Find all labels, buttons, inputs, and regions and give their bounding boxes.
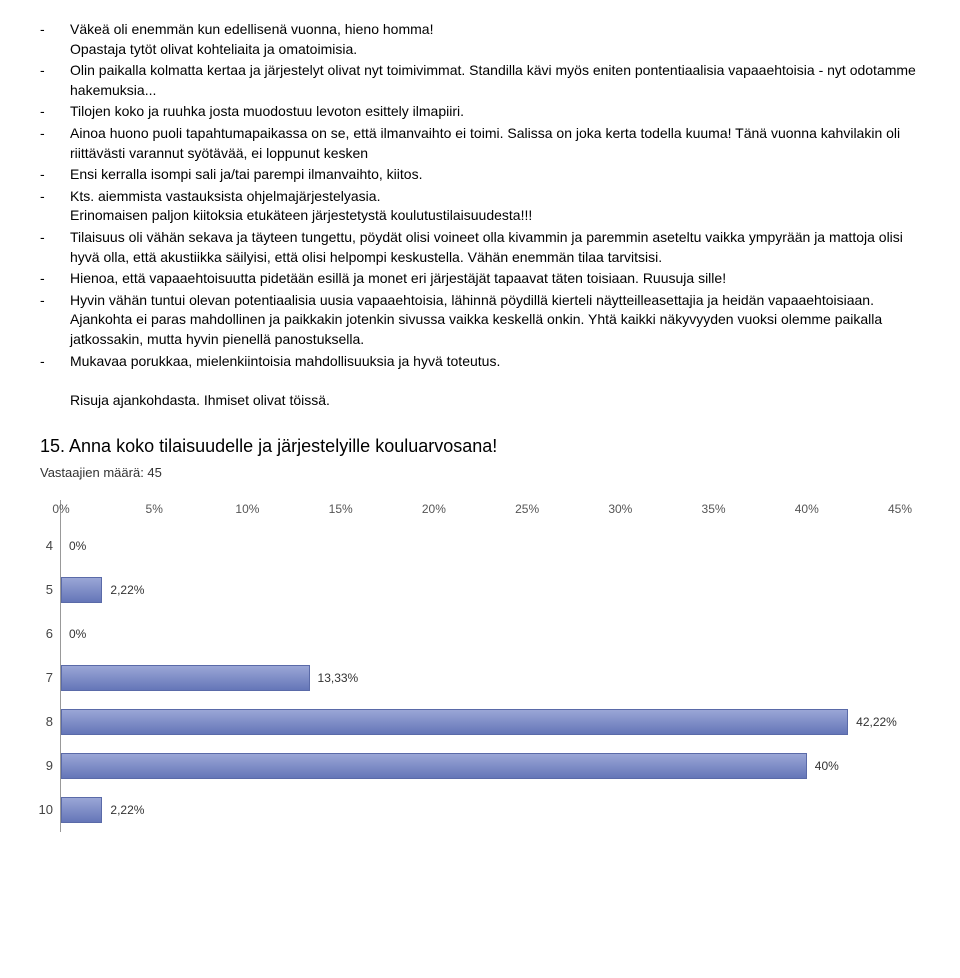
feedback-item: -Kts. aiemmista vastauksista ohjelmajärj… xyxy=(40,187,920,226)
bar-value-label: 2,22% xyxy=(110,583,144,597)
bar-value-label: 42,22% xyxy=(856,715,897,729)
feedback-item: -Tilaisuus oli vähän sekava ja täyteen t… xyxy=(40,228,920,267)
bullet-dash: - xyxy=(40,102,70,122)
feedback-item: -Olin paikalla kolmatta kertaa ja järjes… xyxy=(40,61,920,100)
grade-chart: 0%5%10%15%20%25%30%35%40%45% 40%52,22%60… xyxy=(60,500,900,832)
bar-row: 940% xyxy=(61,744,900,788)
feedback-list: -Väkeä oli enemmän kun edellisenä vuonna… xyxy=(40,20,920,371)
chart-body: 40%52,22%60%713,33%842,22%940%102,22% xyxy=(60,524,900,832)
bullet-dash: - xyxy=(40,124,70,163)
feedback-item: -Mukavaa porukkaa, mielenkiintoisia mahd… xyxy=(40,352,920,372)
bar-value-label: 40% xyxy=(815,759,839,773)
x-tick: 0% xyxy=(52,502,69,516)
feedback-text: Tilojen koko ja ruuhka josta muodostuu l… xyxy=(70,102,920,122)
x-tick: 25% xyxy=(515,502,539,516)
feedback-text: Olin paikalla kolmatta kertaa ja järjest… xyxy=(70,61,920,100)
bullet-dash: - xyxy=(40,187,70,226)
bar-row: 52,22% xyxy=(61,568,900,612)
feedback-text: Ensi kerralla isompi sali ja/tai parempi… xyxy=(70,165,920,185)
bar-row: 40% xyxy=(61,524,900,568)
bar-row: 60% xyxy=(61,612,900,656)
feedback-trailing: Risuja ajankohdasta. Ihmiset olivat töis… xyxy=(70,391,920,411)
x-tick: 40% xyxy=(795,502,819,516)
bullet-dash: - xyxy=(40,165,70,185)
x-tick: 35% xyxy=(702,502,726,516)
x-tick: 10% xyxy=(235,502,259,516)
bar-track: 2,22% xyxy=(61,568,900,612)
bar-track: 0% xyxy=(61,612,900,656)
bar-track: 13,33% xyxy=(61,656,900,700)
respondents-count: Vastaajien määrä: 45 xyxy=(40,465,920,480)
x-tick: 5% xyxy=(146,502,163,516)
bar-track: 2,22% xyxy=(61,788,900,832)
bullet-dash: - xyxy=(40,291,70,350)
bar xyxy=(61,665,310,691)
bar xyxy=(61,797,102,823)
feedback-item: -Hienoa, että vapaaehtoisuutta pidetään … xyxy=(40,269,920,289)
bar xyxy=(61,709,848,735)
x-tick: 20% xyxy=(422,502,446,516)
bar-row: 713,33% xyxy=(61,656,900,700)
bullet-dash: - xyxy=(40,352,70,372)
feedback-text: Tilaisuus oli vähän sekava ja täyteen tu… xyxy=(70,228,920,267)
feedback-text: Hyvin vähän tuntui olevan potentiaalisia… xyxy=(70,291,920,350)
feedback-item: -Ainoa huono puoli tapahtumapaikassa on … xyxy=(40,124,920,163)
feedback-item: -Tilojen koko ja ruuhka josta muodostuu … xyxy=(40,102,920,122)
bar-value-label: 0% xyxy=(69,539,86,553)
bullet-dash: - xyxy=(40,61,70,100)
feedback-text: Väkeä oli enemmän kun edellisenä vuonna,… xyxy=(70,20,920,59)
feedback-text: Mukavaa porukkaa, mielenkiintoisia mahdo… xyxy=(70,352,920,372)
feedback-item: -Ensi kerralla isompi sali ja/tai paremp… xyxy=(40,165,920,185)
feedback-item: -Väkeä oli enemmän kun edellisenä vuonna… xyxy=(40,20,920,59)
x-tick: 15% xyxy=(329,502,353,516)
bar-value-label: 0% xyxy=(69,627,86,641)
bar-value-label: 13,33% xyxy=(318,671,359,685)
bar-category-label: 5 xyxy=(23,582,61,597)
feedback-text: Kts. aiemmista vastauksista ohjelmajärje… xyxy=(70,187,920,226)
bar-category-label: 9 xyxy=(23,758,61,773)
bar xyxy=(61,577,102,603)
question-title: 15. Anna koko tilaisuudelle ja järjestel… xyxy=(40,436,920,457)
feedback-item: -Hyvin vähän tuntui olevan potentiaalisi… xyxy=(40,291,920,350)
bar-category-label: 8 xyxy=(23,714,61,729)
bar-track: 0% xyxy=(61,524,900,568)
bar-row: 102,22% xyxy=(61,788,900,832)
bullet-dash: - xyxy=(40,228,70,267)
bar-category-label: 7 xyxy=(23,670,61,685)
bar-category-label: 4 xyxy=(23,538,61,553)
bar-category-label: 10 xyxy=(23,802,61,817)
chart-x-axis: 0%5%10%15%20%25%30%35%40%45% xyxy=(60,500,900,524)
bar-track: 40% xyxy=(61,744,900,788)
x-tick: 45% xyxy=(888,502,912,516)
bullet-dash: - xyxy=(40,20,70,59)
bullet-dash: - xyxy=(40,269,70,289)
bar-track: 42,22% xyxy=(61,700,900,744)
bar-row: 842,22% xyxy=(61,700,900,744)
bar-value-label: 2,22% xyxy=(110,803,144,817)
feedback-text: Hienoa, että vapaaehtoisuutta pidetään e… xyxy=(70,269,920,289)
bar xyxy=(61,753,807,779)
bar-category-label: 6 xyxy=(23,626,61,641)
feedback-text: Ainoa huono puoli tapahtumapaikassa on s… xyxy=(70,124,920,163)
x-tick: 30% xyxy=(608,502,632,516)
